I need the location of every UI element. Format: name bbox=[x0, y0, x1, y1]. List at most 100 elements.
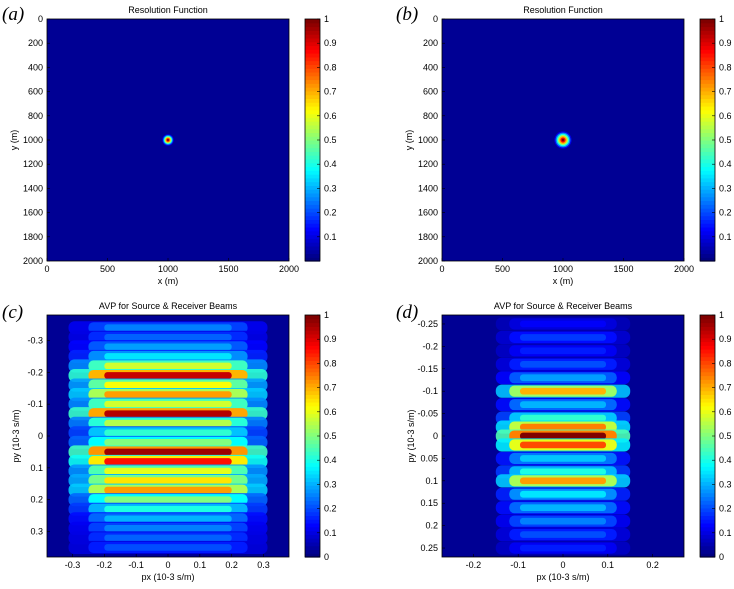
colorbar-segment bbox=[700, 162, 715, 168]
colorbar-segment bbox=[305, 417, 320, 422]
colorbar-segment bbox=[305, 189, 320, 194]
y-tick-label: 0.1 bbox=[425, 476, 438, 486]
colorbar-segment bbox=[700, 420, 715, 426]
y-tick-label: -0.15 bbox=[417, 364, 438, 374]
colorbar-segment bbox=[305, 526, 320, 532]
colorbar-tick-label: 0.1 bbox=[324, 528, 337, 538]
stripe-core bbox=[104, 477, 232, 484]
stripe-core bbox=[519, 360, 607, 368]
colorbar-segment bbox=[700, 470, 715, 475]
colorbar-segment bbox=[305, 405, 320, 411]
colorbar-segment bbox=[305, 538, 320, 543]
colorbar-segment bbox=[305, 390, 320, 396]
colorbar-segment bbox=[700, 541, 715, 547]
colorbar-tick-label: 1 bbox=[719, 14, 724, 24]
colorbar-segment bbox=[700, 230, 715, 236]
colorbar-segment bbox=[305, 245, 320, 251]
colorbar-segment bbox=[700, 553, 715, 558]
colorbar-segment bbox=[305, 386, 320, 392]
colorbar-segment bbox=[305, 545, 320, 551]
colorbar-segment bbox=[305, 238, 320, 243]
chart-title: AVP for Source & Receiver Beams bbox=[99, 301, 238, 311]
stripe-core bbox=[104, 343, 232, 351]
colorbar-segment bbox=[305, 79, 320, 84]
colorbar-segment bbox=[700, 71, 715, 77]
stripe-core bbox=[519, 401, 607, 408]
colorbar-segment bbox=[700, 189, 715, 194]
colorbar-segment bbox=[305, 420, 320, 426]
y-tick-label: -0.25 bbox=[417, 319, 438, 329]
y-tick-label: 1000 bbox=[23, 135, 43, 145]
x-tick-label: 0 bbox=[44, 264, 49, 274]
y-axis-label: y (m) bbox=[9, 130, 19, 151]
colorbar-segment bbox=[305, 177, 320, 183]
colorbar-tick-label: 0.6 bbox=[324, 407, 337, 417]
colorbar-segment bbox=[700, 234, 715, 239]
colorbar-segment bbox=[700, 249, 715, 255]
colorbar-segment bbox=[700, 492, 715, 498]
colorbar-segment bbox=[305, 470, 320, 475]
colorbar-segment bbox=[305, 166, 320, 171]
colorbar-segment bbox=[700, 128, 715, 134]
x-axis-label: px (10-3 s/m) bbox=[141, 572, 194, 582]
y-tick-label: 1000 bbox=[418, 135, 438, 145]
colorbar-segment bbox=[700, 177, 715, 183]
colorbar-segment bbox=[305, 424, 320, 430]
colorbar-segment bbox=[700, 318, 715, 324]
x-tick-label: 1500 bbox=[218, 264, 238, 274]
colorbar-segment bbox=[305, 219, 320, 224]
stripe-core bbox=[104, 362, 232, 370]
colorbar-segment bbox=[700, 170, 715, 175]
colorbar-segment bbox=[700, 545, 715, 551]
colorbar-segment bbox=[700, 181, 715, 186]
colorbar-segment bbox=[700, 83, 715, 88]
colorbar-segment bbox=[700, 409, 715, 414]
y-tick-label: 0.1 bbox=[30, 463, 43, 473]
colorbar-segment bbox=[700, 549, 715, 554]
x-tick-label: 500 bbox=[100, 264, 115, 274]
colorbar-segment bbox=[305, 462, 320, 467]
y-tick-label: 1600 bbox=[418, 208, 438, 218]
colorbar-segment bbox=[305, 473, 320, 479]
stripe-core bbox=[519, 334, 607, 341]
colorbar-segment bbox=[700, 211, 715, 217]
colorbar-segment bbox=[700, 60, 715, 65]
colorbar-segment bbox=[700, 147, 715, 152]
colorbar-segment bbox=[305, 170, 320, 175]
stripe-core bbox=[104, 333, 232, 341]
colorbar: 0 0.1 0.2 0.3 0.4 0.5 0.6 0.7 0.8 0.9 1 bbox=[304, 310, 337, 562]
colorbar-segment bbox=[700, 117, 715, 122]
y-tick-label: -0.3 bbox=[27, 335, 43, 345]
stripe-core bbox=[519, 423, 607, 431]
colorbar-segment bbox=[700, 386, 715, 392]
colorbar-segment bbox=[700, 466, 715, 471]
colorbar-segment bbox=[305, 211, 320, 217]
colorbar-segment bbox=[305, 105, 320, 111]
colorbar-segment bbox=[700, 436, 715, 441]
colorbar-segment bbox=[305, 128, 320, 134]
colorbar-segment bbox=[305, 242, 320, 247]
colorbar-tick-label: 0.3 bbox=[719, 183, 732, 193]
colorbar-segment bbox=[700, 337, 715, 343]
colorbar-segment bbox=[700, 98, 715, 103]
colorbar-segment bbox=[700, 390, 715, 396]
y-tick-label: 200 bbox=[423, 38, 438, 48]
colorbar-segment bbox=[700, 37, 715, 43]
colorbar-segment bbox=[305, 398, 320, 403]
colorbar-segment bbox=[700, 330, 715, 335]
colorbar-segment bbox=[700, 124, 715, 130]
stripe-core bbox=[104, 410, 232, 418]
y-tick-label: 0.15 bbox=[420, 498, 438, 508]
colorbar-segment bbox=[305, 226, 320, 232]
colorbar-segment bbox=[305, 253, 320, 258]
colorbar-segment bbox=[305, 496, 320, 501]
x-axis-label: x (m) bbox=[553, 276, 574, 286]
colorbar-segment bbox=[700, 30, 715, 35]
x-tick-label: 0 bbox=[165, 560, 170, 570]
colorbar-segment bbox=[305, 458, 320, 464]
colorbar-segment bbox=[305, 132, 320, 137]
colorbar-segment bbox=[305, 87, 320, 92]
colorbar-tick-label: 0.6 bbox=[324, 111, 337, 121]
